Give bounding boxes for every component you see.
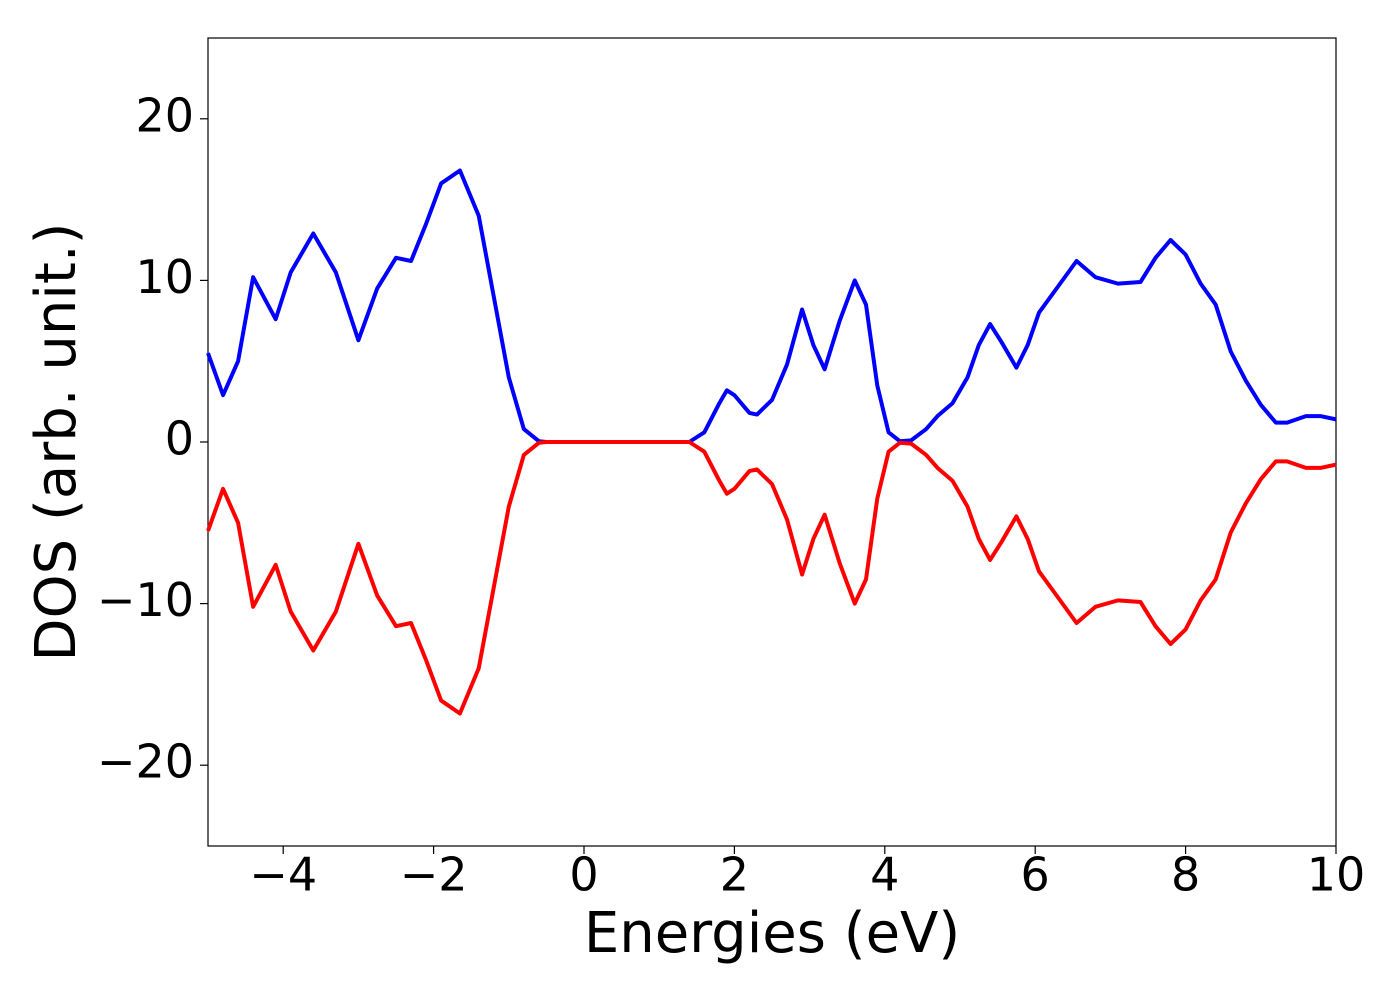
x-tick-label: −4 bbox=[249, 848, 317, 902]
x-tick-label: 10 bbox=[1307, 848, 1366, 902]
y-tick-label: −10 bbox=[97, 573, 194, 627]
x-tick-label: 0 bbox=[569, 848, 598, 902]
x-tick-label: 4 bbox=[870, 848, 899, 902]
line-series bbox=[206, 168, 1337, 444]
x-tick-label: 2 bbox=[720, 848, 749, 902]
x-axis-label: Energies (eV) bbox=[584, 901, 960, 966]
y-axis-label: DOS (arb. unit.) bbox=[24, 222, 89, 661]
x-tick-label: 8 bbox=[1171, 848, 1200, 902]
y-tick-label: 10 bbox=[135, 250, 194, 304]
y-tick-label: 20 bbox=[135, 88, 194, 142]
y-tick-label: −20 bbox=[97, 735, 194, 789]
x-tick-label: −2 bbox=[400, 848, 468, 902]
plot-frame bbox=[207, 37, 1337, 847]
y-tick-label: 0 bbox=[165, 412, 194, 466]
line-series bbox=[206, 440, 1337, 716]
x-tick-label: 6 bbox=[1021, 848, 1050, 902]
